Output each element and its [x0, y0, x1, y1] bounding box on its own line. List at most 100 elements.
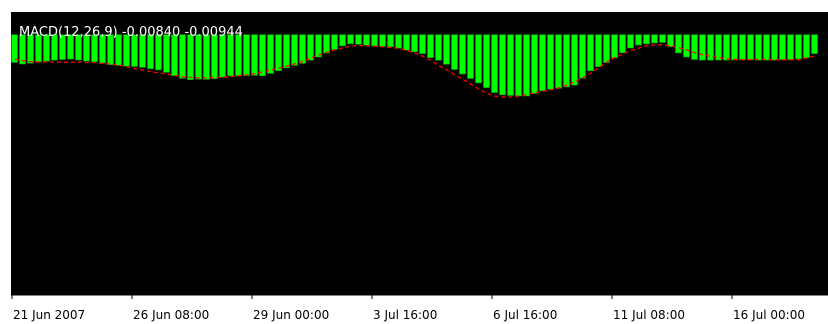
histogram-bar [603, 34, 610, 63]
histogram-bar [155, 34, 162, 71]
histogram-bar [123, 34, 130, 67]
histogram-bar [227, 34, 234, 77]
histogram-bar [171, 34, 178, 77]
histogram-bar [587, 34, 594, 72]
histogram-bar [651, 34, 658, 44]
histogram-bar [523, 34, 530, 97]
histogram-bar [307, 34, 314, 61]
histogram-bar [19, 34, 26, 65]
histogram-bar [419, 34, 426, 54]
histogram-bar [755, 34, 762, 61]
histogram-bar [627, 34, 634, 49]
histogram-bar [635, 34, 642, 46]
histogram-bar [547, 34, 554, 90]
x-axis-ticks: 21 Jun 2007 26 Jun 08:00 29 Jun 00:00 3 Jul… [11, 295, 805, 322]
histogram-bar [107, 34, 114, 65]
histogram-bar [243, 34, 250, 77]
histogram-bar [427, 34, 434, 58]
histogram-bar [339, 34, 346, 47]
x-tick-label: 26 Jun 08:00 [133, 308, 209, 322]
histogram-bar [723, 34, 730, 61]
histogram-bar [283, 34, 290, 69]
histogram-bar [443, 34, 450, 65]
histogram-bar [507, 34, 514, 96]
histogram-bar [779, 34, 786, 60]
histogram-bar [579, 34, 586, 79]
histogram-bar [187, 34, 194, 80]
histogram-bar [763, 34, 770, 61]
histogram-bar [195, 34, 202, 80]
histogram-bar [147, 34, 154, 70]
histogram-bar [491, 34, 498, 93]
histogram-bar [675, 34, 682, 54]
histogram-bar [291, 34, 298, 66]
histogram-bar [59, 34, 66, 60]
histogram-bar [771, 34, 778, 61]
histogram-bar [331, 34, 338, 50]
histogram-bar [163, 34, 170, 73]
histogram-bar [219, 34, 226, 78]
histogram-bar [67, 34, 74, 60]
histogram-bar [643, 34, 650, 45]
histogram-bar [563, 34, 570, 88]
histogram-bar [363, 34, 370, 46]
histogram-bar [43, 34, 50, 62]
signal-line [14, 44, 816, 98]
histogram-bar [531, 34, 538, 94]
histogram-bar [571, 34, 578, 86]
histogram-bar [739, 34, 746, 60]
histogram-bar [251, 34, 258, 76]
histogram-bar [667, 34, 674, 47]
histogram-bar [275, 34, 282, 72]
x-tick-label: 21 Jun 2007 [13, 308, 85, 322]
histogram-bar [715, 34, 722, 61]
x-tick-label: 29 Jun 00:00 [253, 308, 329, 322]
histogram-bar [707, 34, 714, 61]
histogram-bar [787, 34, 794, 60]
histogram-bar [611, 34, 618, 59]
histogram-bar [51, 34, 58, 61]
histogram-bar [203, 34, 210, 80]
histogram-bar [259, 34, 266, 77]
histogram-bar [619, 34, 626, 53]
x-tick-label: 6 Jul 16:00 [493, 308, 557, 322]
histogram-bar [795, 34, 802, 60]
histogram-bar [659, 34, 666, 43]
histogram-bar [355, 34, 362, 45]
histogram-bar [539, 34, 546, 91]
histogram-bar [731, 34, 738, 61]
histogram-bar [595, 34, 602, 67]
histogram-bar [811, 34, 818, 54]
x-tick-label: 3 Jul 16:00 [373, 308, 437, 322]
histogram-bar [555, 34, 562, 89]
histogram-bar [131, 34, 138, 67]
indicator-label: MACD(12,26,9) -0.00840 -0.00944 [19, 25, 243, 40]
histogram-bar [315, 34, 322, 58]
histogram-bar [459, 34, 466, 75]
histogram-bar [235, 34, 242, 77]
histogram-bar [347, 34, 354, 45]
histogram-bar [435, 34, 442, 61]
histogram-bar [395, 34, 402, 49]
histogram-bar [299, 34, 306, 64]
histogram-bar [387, 34, 394, 48]
histogram-bar [691, 34, 698, 60]
histogram-bar [467, 34, 474, 79]
histogram-bar [139, 34, 146, 68]
histogram-bar [379, 34, 386, 47]
x-tick-label: 16 Jul 00:00 [733, 308, 805, 322]
histogram-bar [371, 34, 378, 47]
histogram-bar [803, 34, 810, 58]
histogram-bar [411, 34, 418, 53]
histogram-bar [403, 34, 410, 51]
histogram-bar [11, 34, 18, 63]
histogram-bar [75, 34, 82, 61]
histogram-bar [683, 34, 690, 58]
histogram-bar [115, 34, 122, 66]
histogram-bar [515, 34, 522, 97]
histogram-bar [211, 34, 218, 79]
x-tick-label: 11 Jul 08:00 [613, 308, 685, 322]
histogram-bar [499, 34, 506, 96]
